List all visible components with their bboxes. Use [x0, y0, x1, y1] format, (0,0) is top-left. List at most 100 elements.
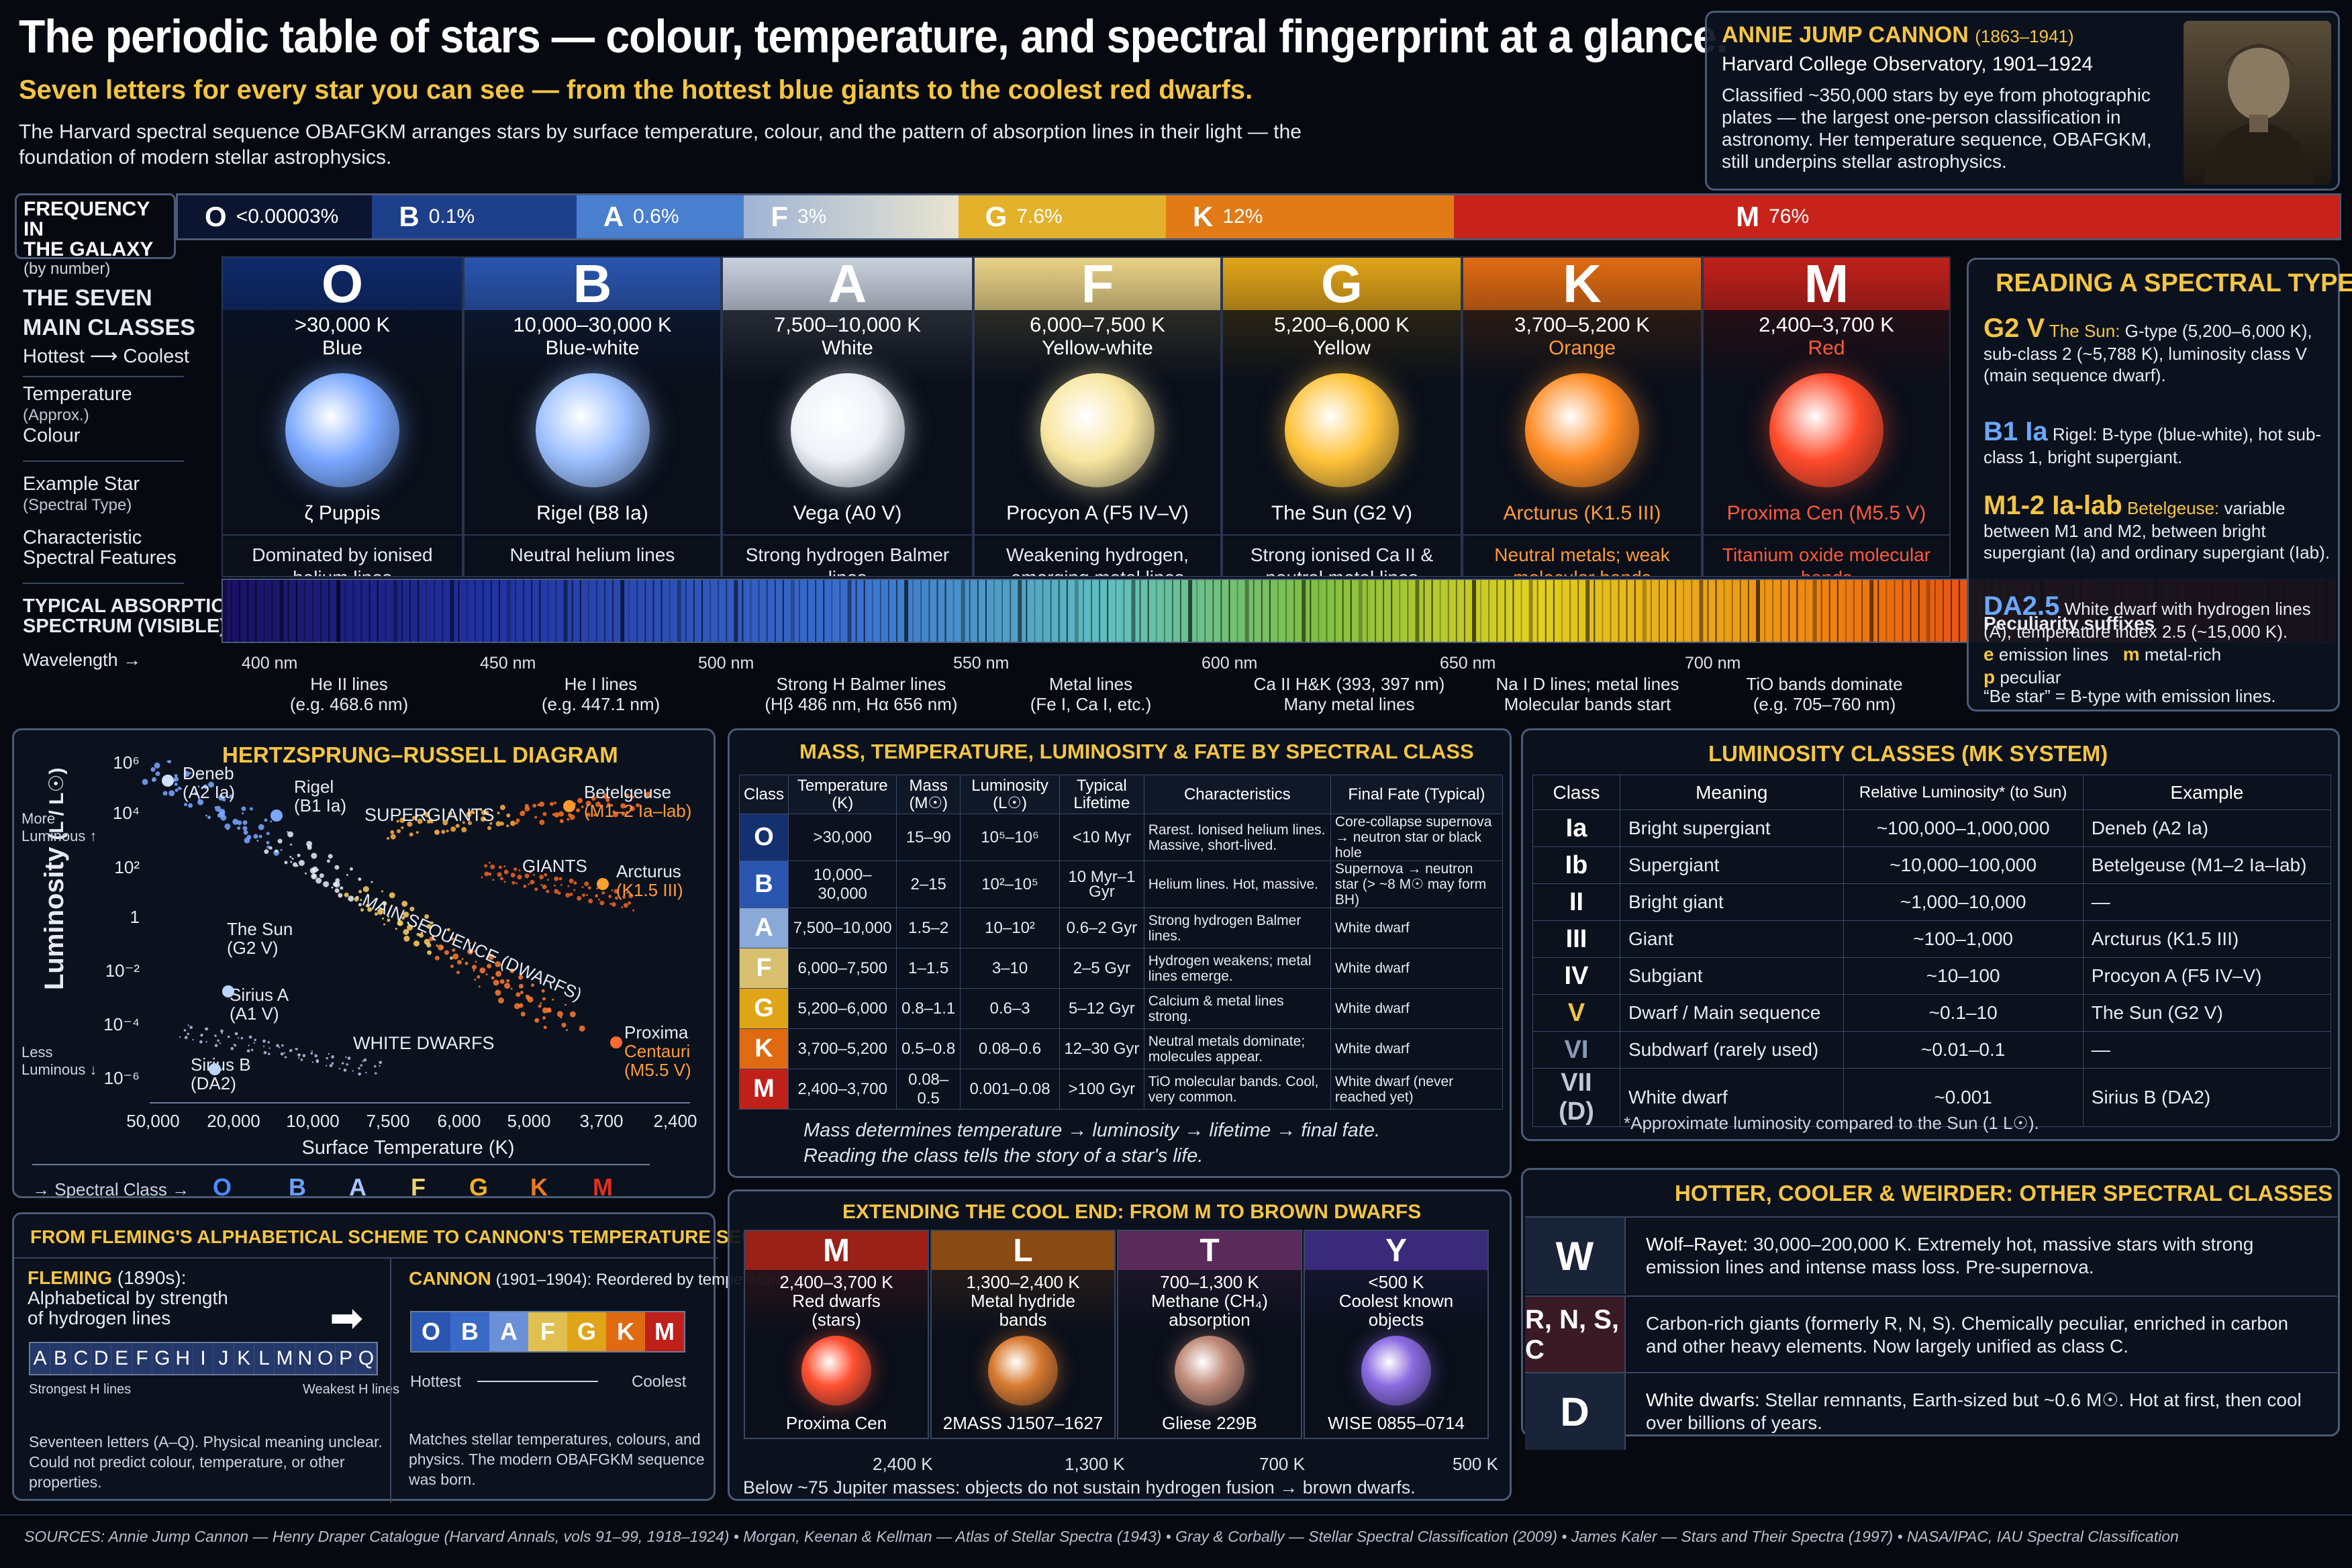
hr-star-marker: [209, 1063, 221, 1075]
hr-x-tick: 50,000: [126, 1111, 180, 1131]
hr-class-letter: G: [469, 1173, 488, 1198]
divider: [390, 1259, 391, 1503]
brown-example: 2MASS J1507–1627: [942, 1413, 1104, 1433]
class-features: Neutral helium lines: [464, 534, 720, 567]
mass-fate-cell: Supernova → neutron star (> ~8 M☉ may fo…: [1330, 861, 1504, 908]
hr-star-marker: [271, 810, 283, 822]
frequency-segment-a: A 0.6%: [576, 195, 744, 238]
peculiarity-p: p peculiar: [1983, 667, 2061, 687]
mass-mass-cell: 2–15: [896, 861, 961, 908]
hr-star-name: Deneb: [183, 763, 234, 783]
brown-column-y: Y <500 K Coolest known objects WISE 0855–07…: [1304, 1230, 1489, 1439]
hr-star-type: (M1–2 Ia–lab): [584, 801, 691, 821]
luminosity-header: Example: [2082, 775, 2332, 810]
class-temperature: >30,000 K: [294, 313, 391, 336]
mass-temp-cell: 2,400–3,700: [788, 1069, 897, 1110]
luminosity-meaning-cell: Giant: [1620, 920, 1844, 958]
mass-fate-cell: White dwarf (never reached yet): [1330, 1069, 1504, 1110]
fleming-title: FROM FLEMING'S ALPHABETICAL SCHEME TO CA…: [30, 1226, 822, 1247]
other-class-letter: W: [1525, 1218, 1626, 1294]
mass-header: Luminosity (L☉): [960, 775, 1061, 814]
wavelength-tick: 450 nm: [480, 654, 536, 673]
other-class-text: Wolf–Rayet: 30,000–200,000 K. Extremely …: [1646, 1234, 2254, 1277]
fleming-cannon-panel: FROM FLEMING'S ALPHABETICAL SCHEME TO CA…: [12, 1212, 822, 1503]
table-row: IV Subgiant ~10–100 Procyon A (F5 IV–V): [1532, 957, 2332, 995]
hr-star-name: Rigel: [294, 777, 334, 797]
mass-fate-cell: White dwarf: [1330, 988, 1504, 1029]
brown-scale-tick: 2,400 K: [873, 1454, 933, 1474]
brown-letter: T: [1118, 1231, 1301, 1270]
luminosity-example-cell: Procyon A (F5 IV–V): [2082, 957, 2332, 995]
hr-star-name: Arcturus: [616, 861, 681, 881]
star-icon: [1285, 373, 1399, 487]
hr-y-tick: 10⁻²: [105, 961, 140, 981]
brown-dwarf-icon: [801, 1336, 871, 1406]
star-icon: [285, 373, 399, 487]
hr-star-marker: [597, 878, 609, 890]
class-example-star: Arcturus (K1.5 III): [1503, 502, 1661, 524]
fleming-desc: FLEMING (1890s): Alphabetical by strength…: [28, 1267, 228, 1328]
frequency-letter: F: [771, 201, 788, 232]
mass-class-cell: B: [738, 861, 789, 908]
hr-class-letter: O: [213, 1173, 232, 1198]
hot-cool-label: Hottest ⟶ Coolest: [23, 346, 189, 367]
brown-column-l: L 1,300–2,400 K Metal hydride bands 2MASS J…: [930, 1230, 1116, 1439]
be-star-note: “Be star” = B-type with emission lines.: [1983, 686, 2276, 706]
luminosity-class-cell: Ib: [1532, 846, 1620, 884]
arrow-line: [477, 1381, 598, 1382]
class-colour: White: [822, 337, 873, 359]
spectral-type-item: DA2.5 White dwarf with hydrogen lines (A…: [1983, 591, 2311, 642]
hr-x-tick: 2,400: [653, 1111, 697, 1131]
seven-classes-label: THE SEVEN MAIN CLASSES: [23, 285, 195, 340]
luminosity-value-cell: ~10,000–100,000: [1843, 846, 2084, 884]
mass-life-cell: 5–12 Gyr: [1059, 988, 1144, 1029]
mass-characteristics-cell: Rarest. Ionised helium lines. Massive, s…: [1143, 814, 1331, 861]
fleming-letter: K: [234, 1343, 254, 1374]
luminosity-class-cell: IV: [1532, 957, 1620, 995]
supergiants-label: SUPERGIANTS: [364, 805, 495, 825]
mass-note-2: Reading the class tells the story of a s…: [803, 1145, 1204, 1167]
mass-characteristics-cell: TiO molecular bands. Cool, very common.: [1143, 1069, 1331, 1110]
luminosity-example-cell: Deneb (A2 Ia): [2082, 810, 2332, 847]
other-class-text: Carbon-rich giants (formerly R, N, S). C…: [1646, 1313, 2289, 1357]
hr-x-tick: 20,000: [207, 1111, 260, 1131]
spectral-line-label: He II lines (e.g. 468.6 nm): [289, 674, 409, 714]
frequency-segment-k: K 12%: [1166, 195, 1455, 238]
spectral-line-label: Strong H Balmer lines (Hβ 486 nm, Hα 656 …: [765, 674, 958, 714]
cannon-seq-letter: K: [606, 1312, 645, 1351]
mass-temp-cell: 3,700–5,200: [788, 1028, 897, 1069]
star-icon: [1525, 373, 1639, 487]
class-temperature: 3,700–5,200 K: [1514, 313, 1650, 336]
luminosity-example-cell: Sirius B (DA2): [2082, 1068, 2332, 1127]
frequency-segment-b: B 0.1%: [372, 195, 577, 238]
fleming-letter: P: [336, 1343, 356, 1374]
table-row: O >30,000 15–90 10⁵–10⁶ <10 Myr Rarest. Ionis…: [738, 814, 1504, 861]
frequency-segment-m: M 76%: [1454, 195, 2339, 238]
brown-example-type: (L5): [932, 1435, 1114, 1438]
class-colour: Blue: [322, 337, 363, 359]
luminosity-classes-panel: LUMINOSITY CLASSES (MK SYSTEM) Class Mean…: [1521, 728, 2340, 1141]
class-colour: Orange: [1548, 337, 1616, 359]
class-letter: B: [464, 258, 720, 313]
fleming-letter: G: [152, 1343, 173, 1374]
wavelength-tick: 400 nm: [242, 654, 298, 673]
fleming-letter: Q: [356, 1343, 377, 1374]
luminosity-meaning-cell: Subdwarf (rarely used): [1620, 1031, 1844, 1069]
class-colour: Red: [1808, 337, 1845, 359]
frequency-label: FREQUENCY IN THE GALAXY (by number): [15, 193, 176, 278]
cannon-seq-letter: O: [411, 1312, 450, 1351]
hr-y-tick: 10⁻⁶: [104, 1068, 140, 1088]
brown-temp: 1,300–2,400 K: [966, 1272, 1080, 1292]
luminosity-value-cell: ~100–1,000: [1843, 920, 2084, 958]
hr-star-marker: [222, 985, 234, 997]
frequency-value: 0.6%: [633, 205, 679, 228]
frequency-segment-f: F 3%: [744, 195, 959, 238]
mass-mass-cell: 0.5–0.8: [896, 1028, 961, 1069]
brown-desc: Red dwarfs (stars): [792, 1291, 881, 1330]
mass-header: Class: [738, 775, 789, 814]
fleming-letter: O: [315, 1343, 336, 1374]
more-luminous: More: [21, 810, 55, 827]
class-features: Dominated by ionised helium lines: [223, 534, 462, 576]
brown-dwarf-icon: [1175, 1336, 1244, 1406]
mass-life-cell: 2–5 Gyr: [1059, 948, 1144, 989]
